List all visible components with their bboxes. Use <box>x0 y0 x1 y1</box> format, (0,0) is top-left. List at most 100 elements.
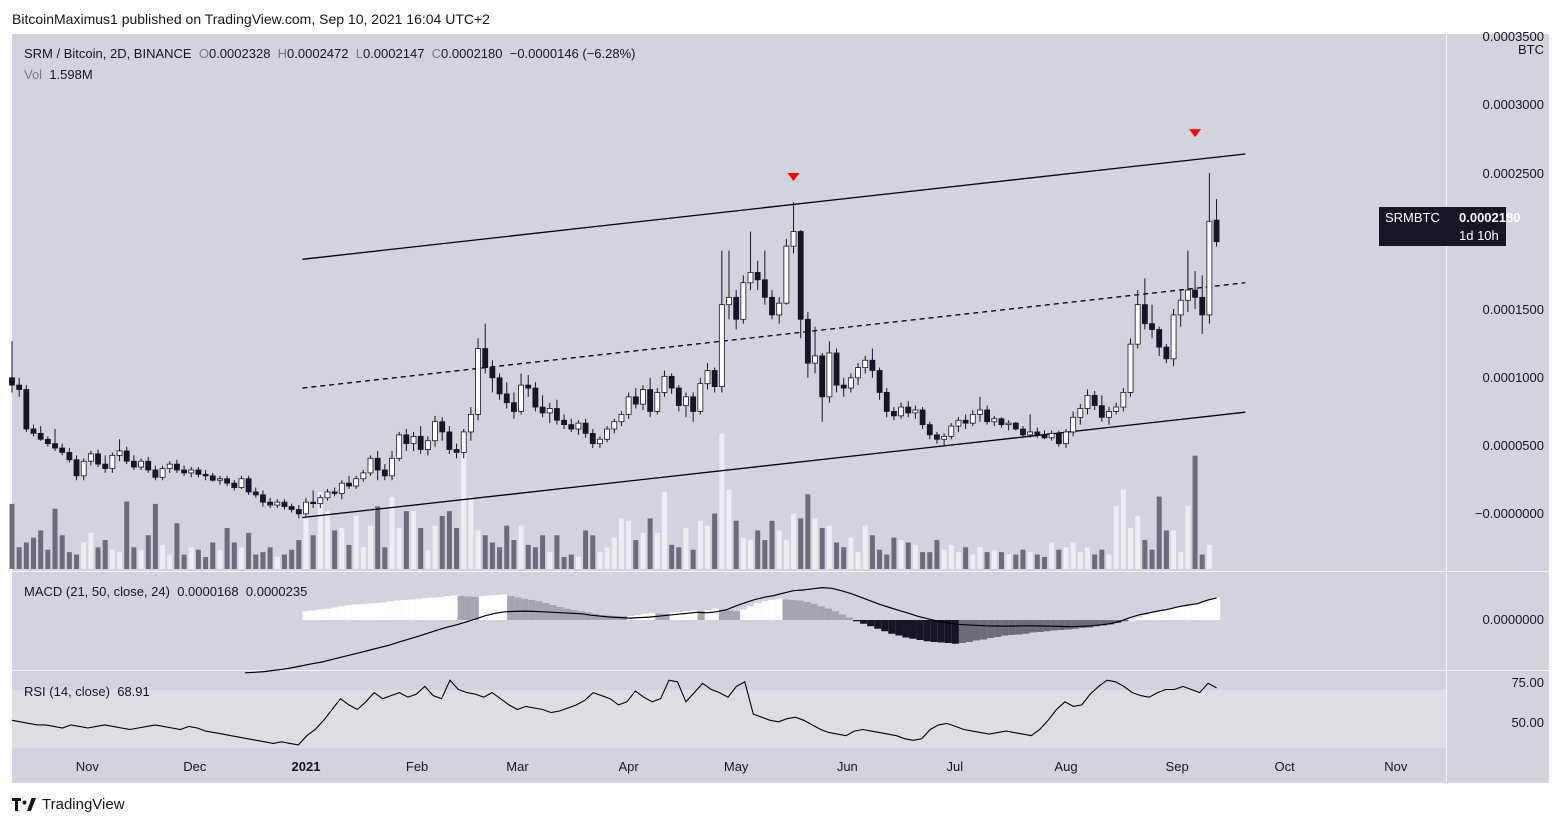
volume-bar <box>855 552 861 569</box>
macd-histogram-bar <box>401 600 409 620</box>
volume-bar <box>1092 554 1098 569</box>
volume-bar <box>160 544 166 569</box>
candle-down <box>195 469 202 475</box>
macd-histogram-bar <box>860 620 868 624</box>
macd-histogram-bar <box>1170 607 1178 620</box>
volume-bar <box>1063 547 1069 569</box>
volume-bar <box>1128 528 1134 569</box>
macd-histogram-bar <box>1191 604 1199 620</box>
candle-up <box>855 367 861 379</box>
volume-bar <box>1199 554 1205 569</box>
volume-bar <box>869 535 875 569</box>
macd-histogram-bar <box>1142 615 1150 620</box>
macd-histogram-bar <box>387 601 395 620</box>
volume-bar <box>719 434 725 569</box>
pane-separator-rsi[interactable] <box>12 670 1549 671</box>
candle-down <box>632 396 639 405</box>
candle-up <box>303 501 309 515</box>
candle-down <box>804 318 811 364</box>
candle-up <box>1177 299 1184 316</box>
macd-histogram-bar <box>803 602 811 620</box>
macd-histogram-bar <box>775 598 783 620</box>
volume-bar <box>647 518 653 569</box>
volume-bar <box>1149 549 1155 569</box>
candle-down <box>1098 405 1105 418</box>
volume-bar <box>769 520 775 569</box>
macd-histogram-bar <box>415 598 423 620</box>
volume-bar <box>23 542 29 569</box>
volume-bar <box>217 549 223 569</box>
volume-bar <box>332 530 338 569</box>
volume-bar <box>303 503 309 569</box>
candle-down <box>1041 434 1048 439</box>
volume-bar <box>1041 556 1047 569</box>
rsi-line <box>11 679 1217 746</box>
x-tick-label: Sep <box>1165 759 1189 774</box>
candle-down <box>1034 431 1041 436</box>
volume-bar <box>540 535 546 569</box>
macd-histogram-bar <box>810 603 818 620</box>
volume-bar <box>941 549 947 569</box>
macd-histogram-bar <box>838 614 846 620</box>
x-tick-label: Feb <box>405 759 429 774</box>
pane-separator-macd[interactable] <box>12 571 1549 572</box>
y-tick-6: 0.0000500 <box>1482 438 1544 453</box>
volume-bar <box>396 528 402 569</box>
volume-bar <box>590 535 596 569</box>
candle-up <box>546 408 553 414</box>
volume-bar <box>712 513 718 569</box>
y-tick-7: −0.0000000 <box>1474 506 1544 521</box>
macd-histogram-bar <box>1100 620 1108 626</box>
macd-histogram-bar <box>323 608 331 620</box>
volume-bar <box>740 537 746 569</box>
macd-histogram-bar <box>845 617 854 620</box>
candle-down <box>281 501 288 507</box>
macd-histogram-bar <box>1177 606 1185 620</box>
candle-down <box>568 424 575 430</box>
volume-bar <box>1013 554 1019 569</box>
volume-bar <box>568 554 574 569</box>
volume-bar <box>1085 547 1090 569</box>
volume-bar <box>425 549 431 569</box>
candle-up <box>1063 431 1069 445</box>
candle-up <box>790 231 797 247</box>
macd-histogram-bar <box>598 615 606 620</box>
candle-down <box>647 389 654 412</box>
candle-up <box>424 440 431 450</box>
macd-histogram-bar <box>485 595 494 620</box>
legend-low-key: L <box>355 46 363 61</box>
x-tick-label: Apr <box>618 759 639 774</box>
volume-bar <box>561 556 567 569</box>
volume-bar <box>891 537 897 569</box>
macd-histogram-bar <box>1022 620 1030 634</box>
volume-bar <box>203 556 209 569</box>
rsi-value: 68.91 <box>117 684 150 699</box>
price-tag-countdown: 1d 10h <box>1459 228 1499 243</box>
macd-histogram-bar <box>725 610 734 620</box>
volume-bar <box>59 535 65 569</box>
volume-bar <box>497 547 503 569</box>
candle-up <box>460 431 467 453</box>
candle-down <box>561 419 567 426</box>
candle-up <box>1113 406 1120 412</box>
macd-histogram-bar <box>881 620 889 632</box>
macd-histogram-bar <box>577 611 585 620</box>
volume-bar <box>267 547 273 569</box>
macd-histogram-bar <box>1064 620 1072 630</box>
macd-histogram-bar <box>817 606 825 620</box>
candle-down <box>1012 422 1019 430</box>
macd-histogram-bar <box>958 620 966 643</box>
chart-frame[interactable] <box>12 34 1549 783</box>
macd-histogram-bar <box>330 607 338 620</box>
volume-bar <box>174 523 180 569</box>
macd-histogram-bar <box>789 600 797 620</box>
candle-up <box>1127 343 1134 393</box>
volume-bar <box>117 552 123 569</box>
candle-down <box>1163 346 1170 360</box>
candle-up <box>611 421 618 430</box>
macd-histogram-bar <box>867 620 875 627</box>
volume-bar <box>231 542 237 569</box>
candle-down <box>209 475 216 481</box>
candle-up <box>683 396 689 407</box>
